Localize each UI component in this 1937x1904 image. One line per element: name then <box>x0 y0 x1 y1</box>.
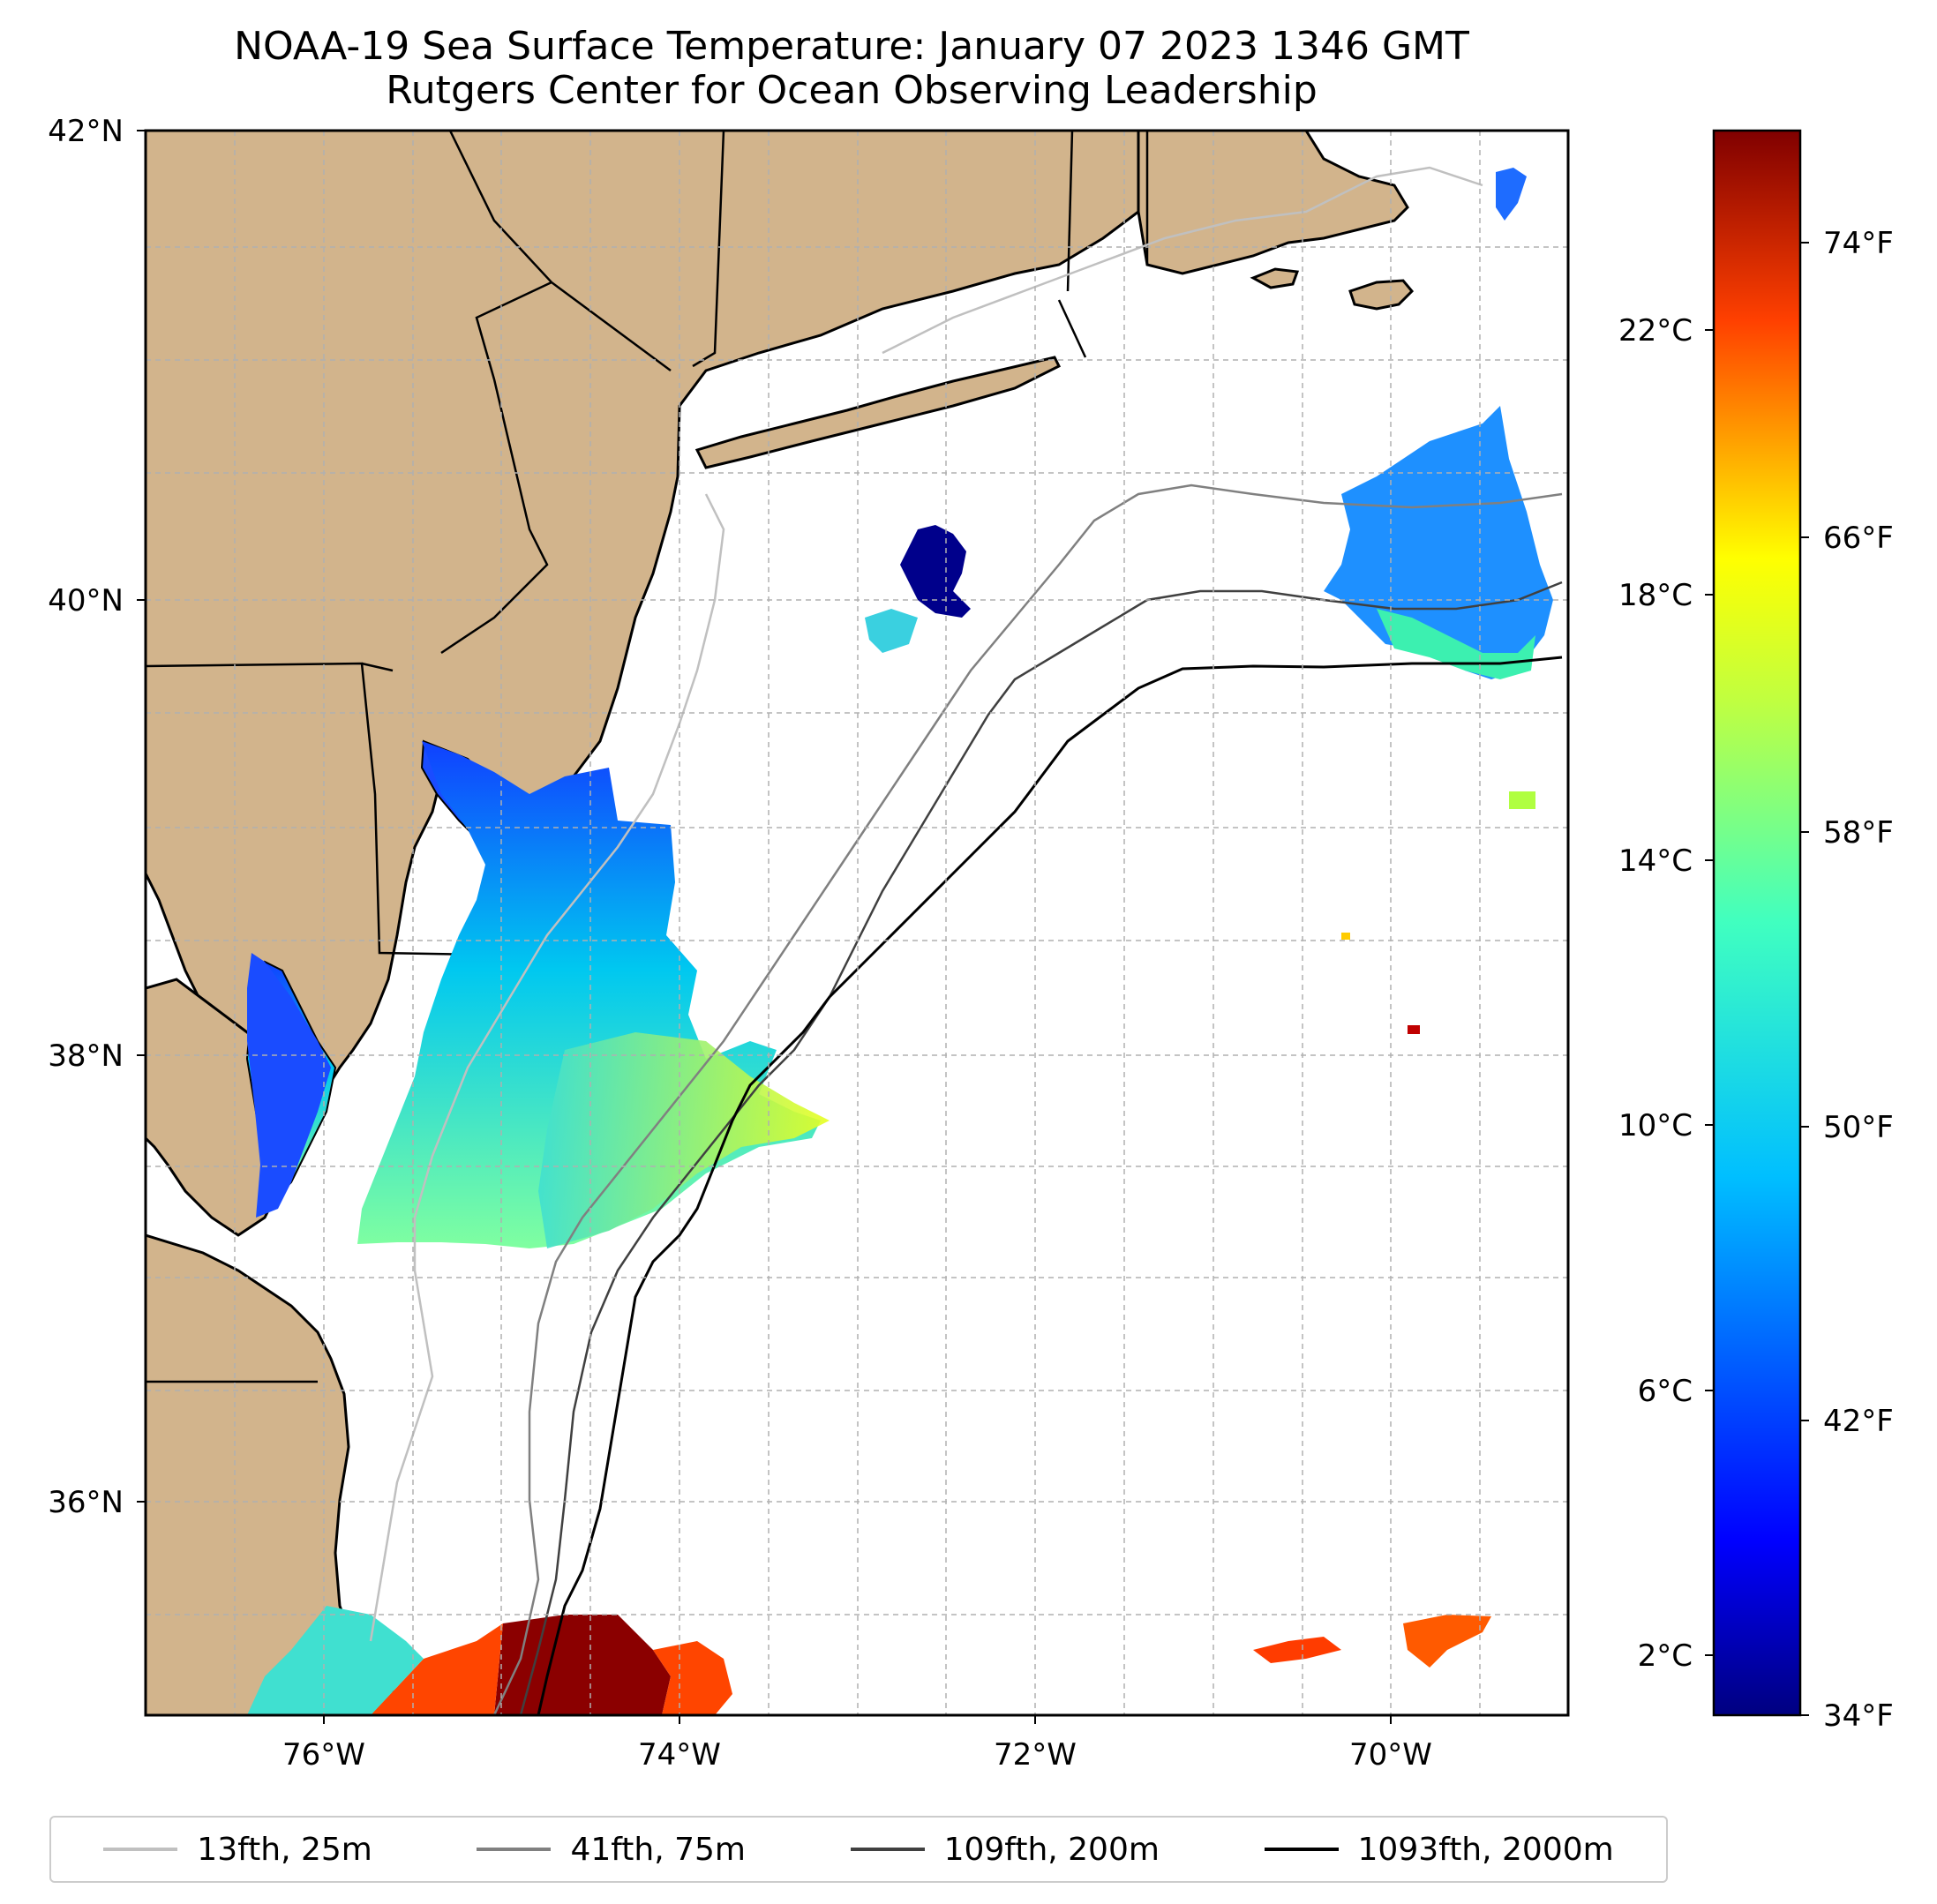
legend-label: 41fth, 75m <box>570 1831 746 1868</box>
sst-ri-patch <box>1496 168 1527 221</box>
sst-gulf-maine-green <box>1377 609 1535 679</box>
legend-line-75m <box>477 1848 552 1851</box>
isobaths <box>369 166 1563 1715</box>
colorbar-fahrenheit-label: 34°F <box>1823 1698 1894 1734</box>
colorbar <box>1712 129 1802 1717</box>
lat-tick-label: 40°N <box>48 583 124 618</box>
sst-nc-coast <box>247 1606 424 1715</box>
colorbar-celsius-label: 10°C <box>1618 1108 1693 1143</box>
legend-label: 109fth, 200m <box>943 1831 1160 1868</box>
map-title: NOAA-19 Sea Surface Temperature: January… <box>0 25 1703 113</box>
lon-tick-label: 74°W <box>638 1737 721 1773</box>
title-line-2: Rutgers Center for Ocean Observing Leade… <box>386 68 1318 113</box>
sst-gulfstream <box>494 1615 671 1715</box>
map-frame <box>144 129 1570 1717</box>
legend-label: 1093fth, 2000m <box>1357 1831 1614 1868</box>
sst-cold-patch-edge <box>865 609 918 653</box>
sst-speck-green <box>1509 791 1535 809</box>
legend-line-25m <box>103 1848 178 1851</box>
legend-item-200m: 109fth, 200m <box>850 1831 1160 1868</box>
sst-speck-yellow <box>1341 933 1350 940</box>
colorbar-celsius-label: 18°C <box>1618 578 1693 613</box>
colorbar-fahrenheit-label: 58°F <box>1823 815 1894 851</box>
colorbar-celsius-label: 6°C <box>1638 1374 1693 1409</box>
sst-speck-red <box>1408 1025 1420 1034</box>
land-marthas-vineyard <box>1250 267 1300 289</box>
isobath-2000m <box>537 656 1563 1715</box>
colorbar-celsius-label: 2°C <box>1638 1638 1693 1674</box>
lon-axis <box>323 1715 1392 1724</box>
sst-gulfstream-edge <box>371 1623 503 1715</box>
colorbar-celsius-label: 14°C <box>1618 843 1693 879</box>
lat-axis <box>137 130 146 1503</box>
sst-cold-patch <box>900 525 971 618</box>
land-cape-cod <box>1348 279 1415 311</box>
sst-gulfstream-east <box>653 1641 732 1715</box>
lat-tick-label: 36°N <box>48 1485 124 1520</box>
colorbar-ticks <box>1705 242 1809 1716</box>
isobath-25m <box>369 493 725 1642</box>
isobath-legend: 13fth, 25m 41fth, 75m 109fth, 200m 1093f… <box>49 1816 1668 1883</box>
map-layers <box>146 131 1568 1715</box>
legend-item-75m: 41fth, 75m <box>477 1832 746 1868</box>
sst-south-east-warm <box>1253 1637 1341 1663</box>
lon-tick-label: 76°W <box>282 1737 365 1773</box>
colorbar-celsius-label: 22°C <box>1618 313 1693 349</box>
state-boundaries <box>146 131 1149 1383</box>
isobath-25m-ne <box>882 166 1483 355</box>
colorbar-fahrenheit-label: 74°F <box>1823 226 1894 261</box>
colorbar-fahrenheit-label: 50°F <box>1823 1110 1894 1145</box>
legend-item-2000m: 1093fth, 2000m <box>1264 1831 1614 1868</box>
title-line-1: NOAA-19 Sea Surface Temperature: January… <box>234 24 1469 69</box>
lat-tick-label: 42°N <box>48 114 124 149</box>
sst-chesapeake-north <box>247 953 331 1218</box>
legend-line-2000m <box>1264 1848 1339 1851</box>
isobath-75m <box>492 483 1563 1715</box>
sst-data <box>247 168 1553 1715</box>
isobath-200m <box>519 581 1563 1715</box>
lat-tick-label: 38°N <box>48 1038 124 1074</box>
legend-item-25m: 13fth, 25m <box>103 1832 372 1868</box>
land-new-england <box>1137 131 1409 275</box>
legend-line-200m <box>850 1848 925 1851</box>
sst-south-east-warm-2 <box>1403 1615 1491 1668</box>
legend-label: 13fth, 25m <box>197 1831 372 1868</box>
land-long-island <box>694 356 1062 469</box>
colorbar-fahrenheit-label: 42°F <box>1823 1404 1894 1439</box>
lon-tick-label: 70°W <box>1349 1737 1432 1773</box>
colorbar-fahrenheit-label: 66°F <box>1823 521 1894 556</box>
lon-tick-label: 72°W <box>994 1737 1077 1773</box>
gridlines <box>146 131 1568 1715</box>
